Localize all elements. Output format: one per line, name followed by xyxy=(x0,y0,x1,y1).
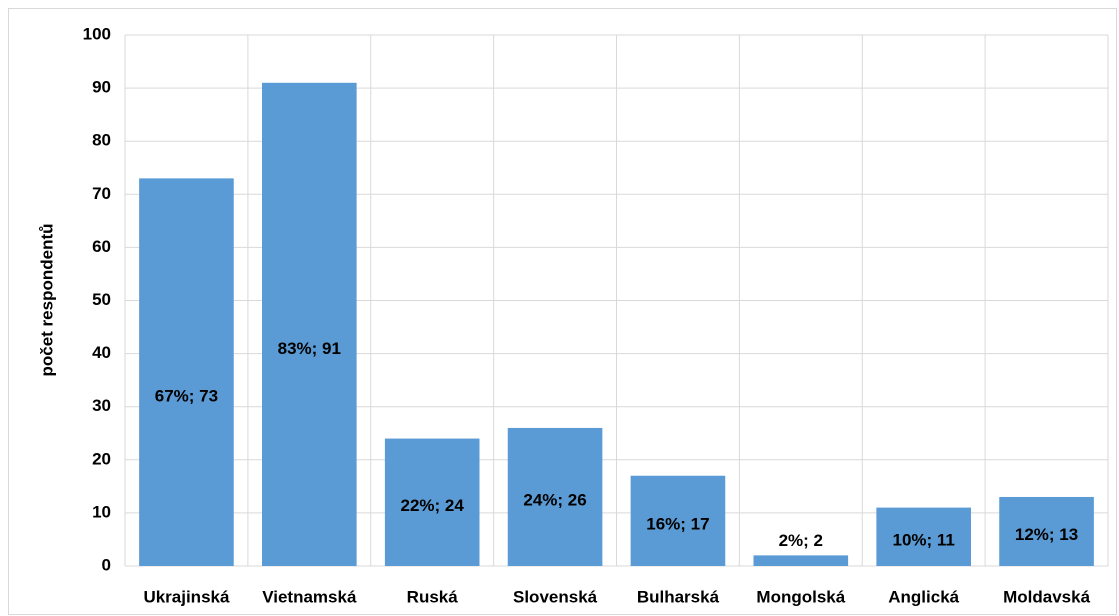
data-label: 22%; 24 xyxy=(401,496,465,515)
y-tick-label: 20 xyxy=(92,449,111,468)
x-tick-label: Ruská xyxy=(407,587,459,606)
y-axis-label: počet respondentů xyxy=(37,223,56,376)
x-tick-label: Anglická xyxy=(888,587,959,606)
x-tick-label: Moldavská xyxy=(1003,587,1090,606)
y-tick-label: 40 xyxy=(92,343,111,362)
bar xyxy=(876,507,971,566)
x-tick-label: Slovenská xyxy=(513,587,598,606)
bar xyxy=(384,438,480,566)
y-tick-label: 10 xyxy=(92,502,111,521)
x-tick-label: Vietnamská xyxy=(262,587,357,606)
y-tick-label: 100 xyxy=(83,24,111,43)
y-tick-label: 80 xyxy=(92,131,111,150)
data-label: 24%; 26 xyxy=(523,490,586,509)
y-tick-label: 0 xyxy=(102,555,111,574)
bar xyxy=(139,178,234,566)
bar xyxy=(507,427,603,566)
data-label: 67%; 73 xyxy=(155,387,218,406)
data-label: 2%; 2 xyxy=(779,531,823,550)
data-label: 16%; 17 xyxy=(646,514,709,533)
bar xyxy=(262,82,357,566)
data-label: 83%; 91 xyxy=(278,339,341,358)
y-tick-label: 60 xyxy=(92,237,111,256)
y-tick-label: 70 xyxy=(92,184,111,203)
y-tick-label: 90 xyxy=(92,78,111,97)
y-tick-label: 30 xyxy=(92,396,111,415)
bar xyxy=(753,555,849,566)
bar xyxy=(999,496,1094,566)
bar xyxy=(630,475,726,566)
data-label: 12%; 13 xyxy=(1015,525,1078,544)
chart-frame xyxy=(8,8,1117,615)
x-tick-label: Bulharská xyxy=(637,587,720,606)
data-label: 10%; 11 xyxy=(892,530,954,549)
x-tick-label: Mongolská xyxy=(756,587,845,606)
x-tick-label: Ukrajinská xyxy=(143,587,230,606)
y-tick-label: 50 xyxy=(92,290,111,309)
